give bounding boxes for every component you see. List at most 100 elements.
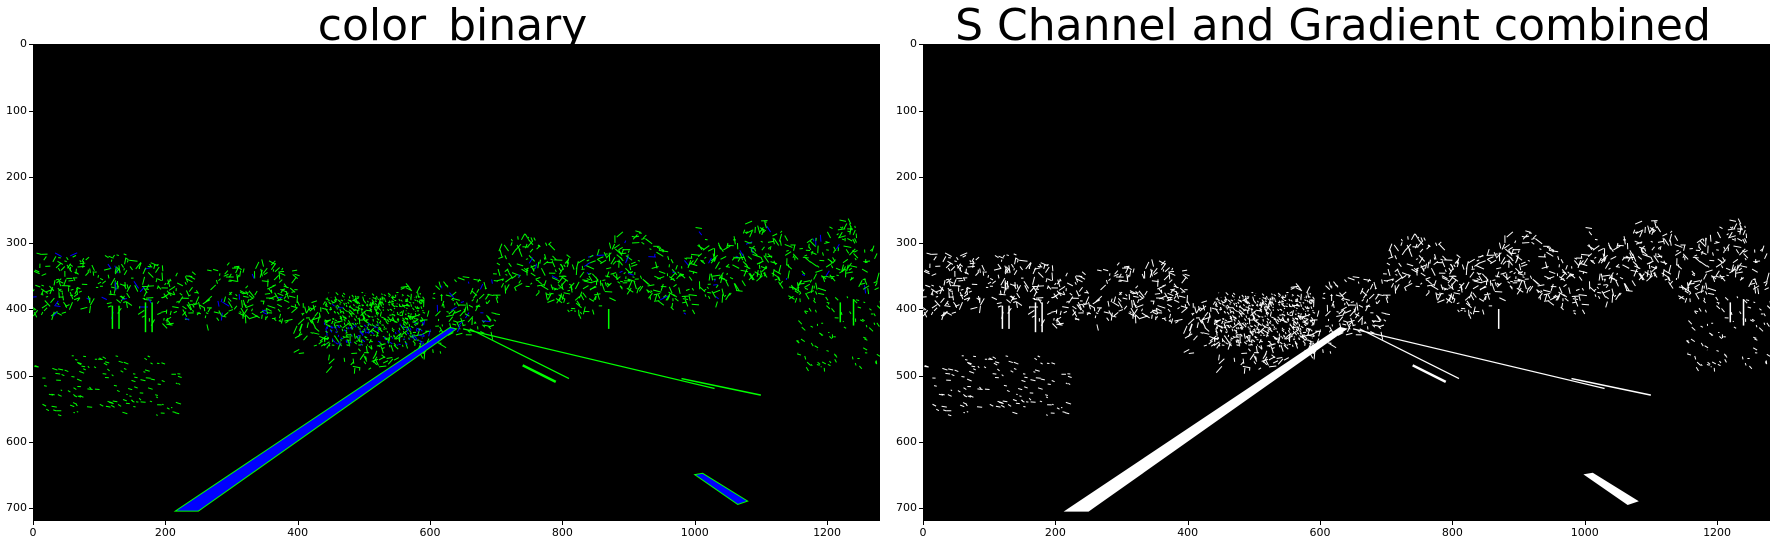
- edge-pixel: [825, 296, 829, 301]
- edge-pixel: [1700, 342, 1704, 347]
- edge-pixel: [633, 281, 637, 290]
- edge-pixel: [1296, 326, 1300, 331]
- edge-pixel: [1339, 292, 1345, 299]
- edge-pixel: [688, 276, 693, 281]
- edge-pixel: [64, 304, 68, 308]
- edge-pixel: [216, 317, 220, 321]
- edge-pixel: [654, 275, 661, 280]
- edge-pixel: [1373, 281, 1377, 289]
- edge-pixel: [114, 268, 120, 275]
- edge-pixel: [375, 324, 379, 326]
- edge-pixel: [1230, 337, 1233, 340]
- edge-pixel: [682, 298, 689, 300]
- edge-pixel: [107, 368, 110, 372]
- edge-pixel: [1633, 268, 1638, 277]
- edge-pixel: [1718, 275, 1725, 278]
- edge-pixel: [1437, 293, 1442, 301]
- edge-pixel: [1106, 317, 1110, 321]
- edge-pixel: [741, 280, 746, 287]
- edge-pixel: [599, 280, 602, 283]
- edge-pixel: [1651, 246, 1655, 251]
- edge-pixel: [69, 404, 75, 408]
- y-tick-label: 0: [20, 37, 27, 51]
- edge-pixel: [1715, 263, 1723, 268]
- edge-pixel: [1642, 250, 1648, 256]
- edge-pixel: [274, 267, 281, 273]
- edge-pixel: [251, 308, 253, 312]
- edge-pixel: [763, 272, 768, 278]
- edge-pixel: [1238, 324, 1241, 327]
- edge-pixel: [1690, 338, 1696, 343]
- edge-pixel: [987, 281, 992, 285]
- edge-pixel: [778, 264, 782, 274]
- edge-pixel: [1506, 231, 1514, 238]
- edge-pixel: [860, 282, 866, 285]
- edge-pixel: [1047, 278, 1052, 282]
- edge-pixel: [343, 329, 347, 332]
- edge-pixel: [1036, 284, 1040, 290]
- edge-pixel: [497, 268, 501, 277]
- edge-pixel: [355, 336, 358, 339]
- edge-pixel: [1603, 257, 1607, 262]
- edge-pixel: [1336, 314, 1344, 317]
- edge-pixel: [847, 230, 851, 233]
- edge-pixel: [1264, 300, 1267, 303]
- edge-pixel: [670, 259, 674, 264]
- edge-pixel: [357, 306, 360, 308]
- edge-pixel: [118, 360, 123, 364]
- edge-pixel: [1753, 336, 1757, 339]
- edge-pixel: [41, 273, 47, 277]
- edge-pixel: [134, 285, 139, 292]
- edge-pixel: [1255, 309, 1261, 312]
- edge-pixel: [942, 367, 948, 371]
- edge-pixel: [1517, 279, 1521, 282]
- edge-pixel: [721, 288, 725, 296]
- edge-pixel: [1225, 331, 1228, 334]
- edge-pixel: [1097, 269, 1102, 272]
- edge-pixel: [1087, 301, 1091, 310]
- edge-pixel: [1222, 339, 1226, 343]
- edge-pixel: [312, 332, 320, 335]
- edge-pixel: [528, 257, 534, 264]
- edge-pixel: [354, 295, 357, 298]
- edge-pixel: [1719, 360, 1722, 364]
- edge-pixel: [54, 305, 61, 307]
- edge-pixel: [66, 264, 73, 273]
- edge-pixel: [1470, 294, 1475, 301]
- edge-pixel: [236, 274, 240, 280]
- edge-pixel: [157, 278, 162, 282]
- edge-pixel: [1560, 278, 1565, 281]
- edge-pixel: [400, 287, 405, 290]
- edge-pixel: [1164, 267, 1171, 273]
- edge-pixel: [1255, 304, 1259, 307]
- edge-pixel: [418, 301, 422, 305]
- edge-pixel: [145, 297, 154, 299]
- edge-pixel: [1287, 329, 1290, 333]
- edge-pixel: [1196, 322, 1199, 328]
- edge-pixel: [1281, 329, 1285, 333]
- edge-pixel: [827, 363, 831, 367]
- edge-pixel: [653, 292, 661, 296]
- edge-pixel: [714, 279, 716, 282]
- edge-pixel: [1141, 308, 1143, 312]
- edge-pixel: [954, 260, 957, 263]
- edge-pixel: [182, 311, 187, 316]
- edge-pixel: [1433, 280, 1437, 287]
- edge-pixel: [123, 270, 128, 276]
- edge-pixel: [1428, 281, 1432, 285]
- edge-pixel: [527, 240, 534, 248]
- edge-pixel: [432, 292, 436, 295]
- edge-pixel: [70, 252, 78, 257]
- edge-pixel: [625, 255, 633, 261]
- edge-pixel: [1265, 360, 1269, 366]
- edge-pixel: [455, 332, 463, 336]
- edge-pixel: [1736, 262, 1742, 270]
- edge-pixel: [1004, 268, 1010, 275]
- edge-pixel: [1487, 256, 1494, 260]
- edge-pixel: [1221, 320, 1224, 323]
- edge-pixel: [923, 270, 930, 275]
- edge-pixel: [498, 256, 504, 260]
- edge-pixel: [503, 244, 509, 252]
- edge-pixel: [1221, 303, 1225, 307]
- edge-pixel: [166, 407, 170, 410]
